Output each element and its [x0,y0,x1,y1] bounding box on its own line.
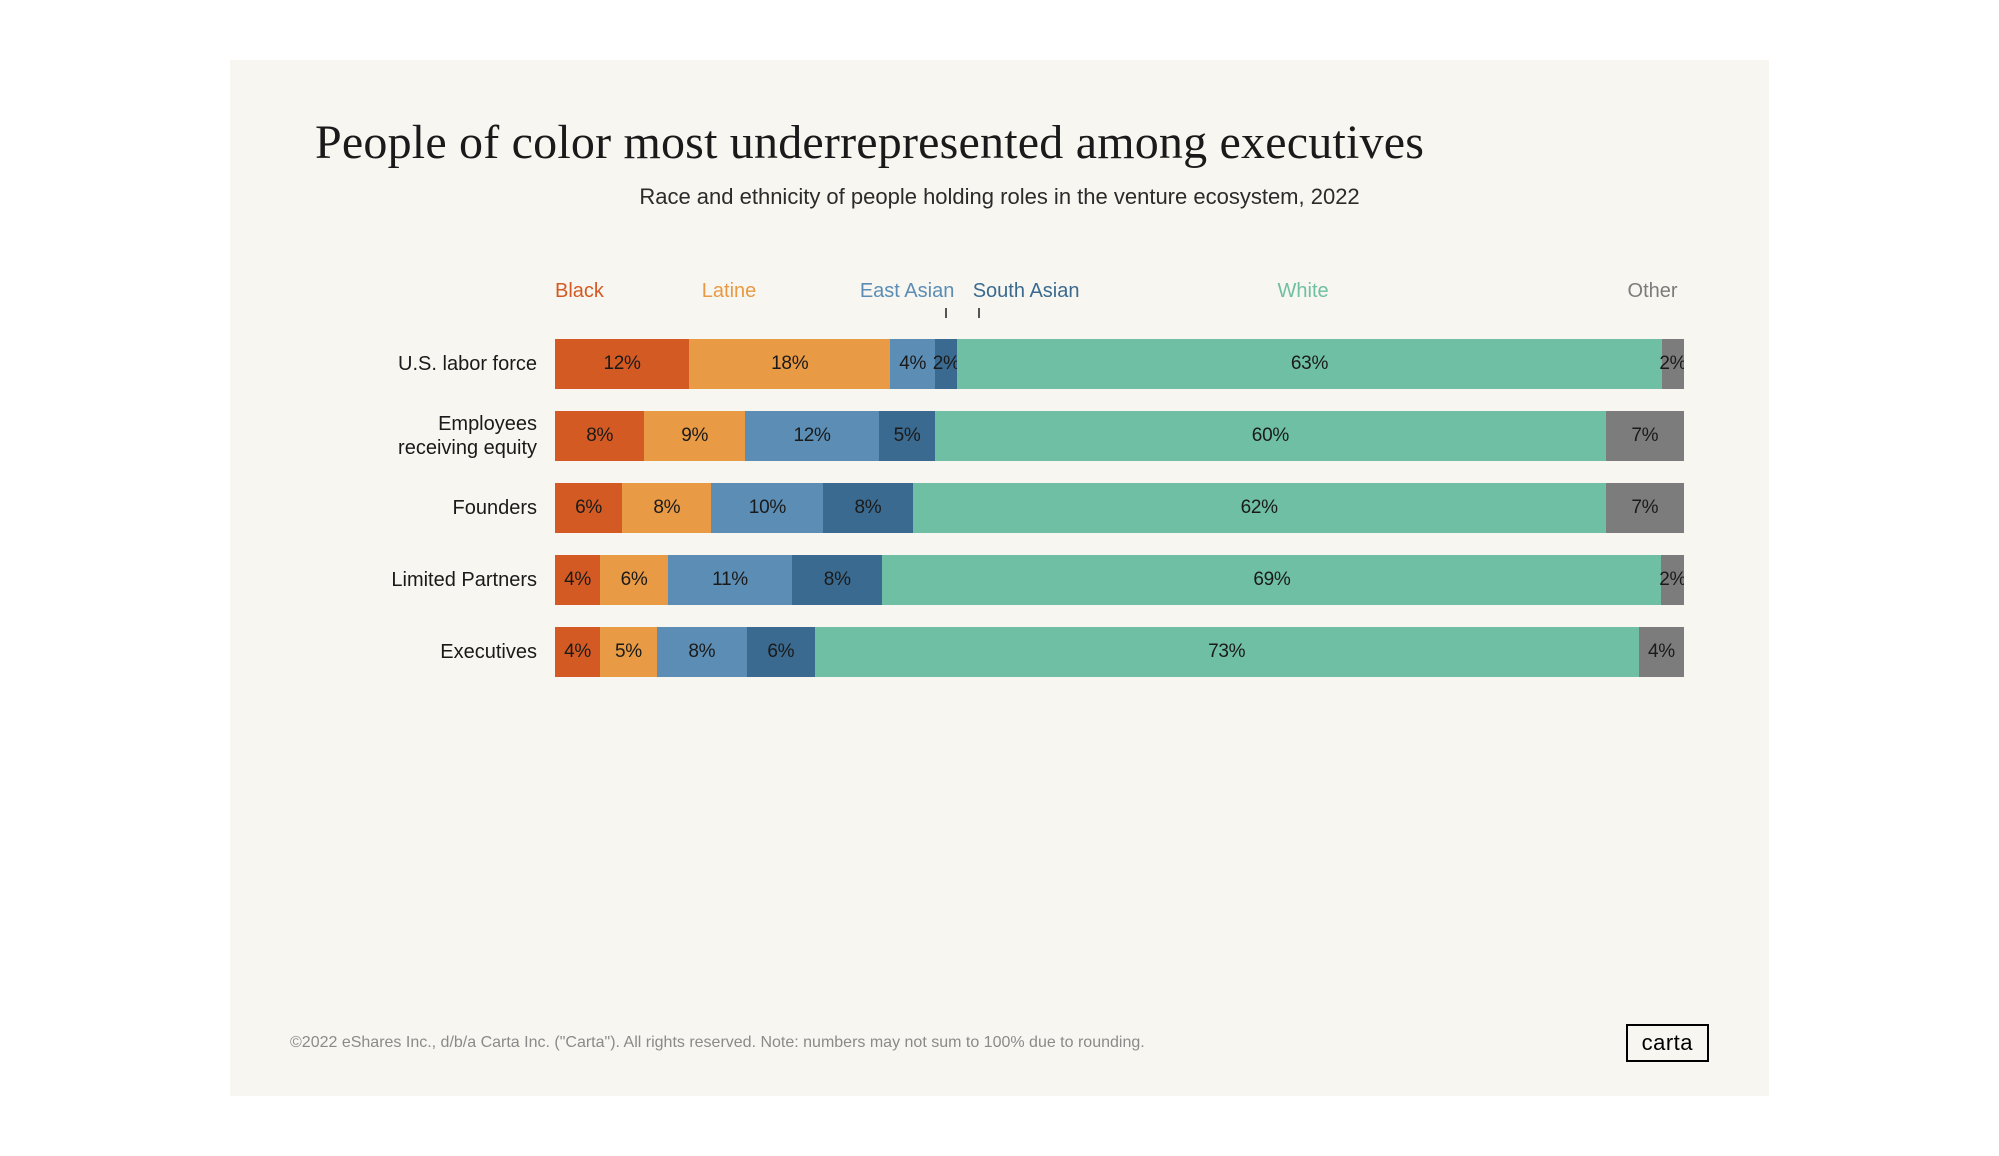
copyright-text: ©2022 eShares Inc., d/b/a Carta Inc. ("C… [290,1034,1145,1052]
footer: ©2022 eShares Inc., d/b/a Carta Inc. ("C… [290,1024,1709,1062]
legend-item-latine: Latine [702,280,757,303]
stacked-bar: 6%8%10%8%62%7% [555,483,1684,533]
carta-logo: carta [1626,1024,1709,1062]
bar-segment-black: 8% [555,411,644,461]
stacked-bar: 8%9%12%5%60%7% [555,411,1684,461]
bars-area: Black Latine East Asian South Asian White Oth… [555,280,1684,688]
bar-segment-east_asian: 12% [745,411,879,461]
bar-segment-other: 4% [1639,627,1684,677]
legend-item-other: Other [1628,280,1678,303]
bar-segment-latine: 6% [600,555,668,605]
legend-item-white: White [1278,280,1329,303]
bar-segment-white: 63% [957,339,1661,389]
row-label: Limited Partners [315,544,555,616]
row-label: U.S. labor force [315,328,555,400]
bar-segment-east_asian: 11% [668,555,792,605]
bar-segment-other: 7% [1606,411,1684,461]
row-label: Executives [315,616,555,688]
bar-segment-south_asian: 8% [823,483,912,533]
bar-row: 6%8%10%8%62%7% [555,472,1684,544]
bar-segment-south_asian: 5% [879,411,935,461]
bar-segment-black: 4% [555,627,600,677]
bar-segment-black: 6% [555,483,622,533]
bar-segment-latine: 8% [622,483,711,533]
legend-tick [978,308,980,318]
bar-segment-east_asian: 8% [657,627,747,677]
legend-spacer [315,280,555,328]
bar-row: 12%18%4%2%63%2% [555,328,1684,400]
bar-segment-south_asian: 8% [792,555,882,605]
bar-segment-east_asian: 10% [711,483,823,533]
bar-segment-other: 2% [1661,555,1684,605]
bars-container: 12%18%4%2%63%2%8%9%12%5%60%7%6%8%10%8%62… [555,328,1684,688]
legend-tick [945,308,947,318]
bar-segment-latine: 9% [644,411,745,461]
chart-card: People of color most underrepresented am… [230,60,1769,1096]
bar-segment-white: 60% [935,411,1606,461]
bar-segment-black: 4% [555,555,600,605]
stacked-bar: 4%5%8%6%73%4% [555,627,1684,677]
bar-segment-white: 69% [882,555,1661,605]
stacked-bar: 12%18%4%2%63%2% [555,339,1684,389]
bar-segment-other: 7% [1606,483,1684,533]
row-label: Founders [315,472,555,544]
bar-segment-latine: 18% [689,339,890,389]
stacked-bar: 4%6%11%8%69%2% [555,555,1684,605]
chart-body: U.S. labor forceEmployeesreceiving equit… [315,280,1684,688]
bar-segment-other: 2% [1662,339,1684,389]
bar-segment-south_asian: 6% [747,627,815,677]
legend-item-east_asian: East Asian [860,280,955,303]
legend-item-black: Black [555,280,604,303]
bar-row: 4%6%11%8%69%2% [555,544,1684,616]
bar-segment-white: 62% [913,483,1606,533]
chart-title: People of color most underrepresented am… [315,115,1684,170]
bar-segment-white: 73% [815,627,1639,677]
bar-segment-east_asian: 4% [890,339,935,389]
bar-row: 4%5%8%6%73%4% [555,616,1684,688]
row-label: Employeesreceiving equity [315,400,555,472]
bar-segment-south_asian: 2% [935,339,957,389]
outer-frame: People of color most underrepresented am… [0,0,1999,1156]
legend-item-south_asian: South Asian [973,280,1080,303]
bar-segment-black: 12% [555,339,689,389]
legend-row: Black Latine East Asian South Asian White Oth… [555,280,1684,328]
bar-segment-latine: 5% [600,627,656,677]
bar-row: 8%9%12%5%60%7% [555,400,1684,472]
row-labels-column: U.S. labor forceEmployeesreceiving equit… [315,280,555,688]
chart-subtitle: Race and ethnicity of people holding rol… [315,184,1684,210]
